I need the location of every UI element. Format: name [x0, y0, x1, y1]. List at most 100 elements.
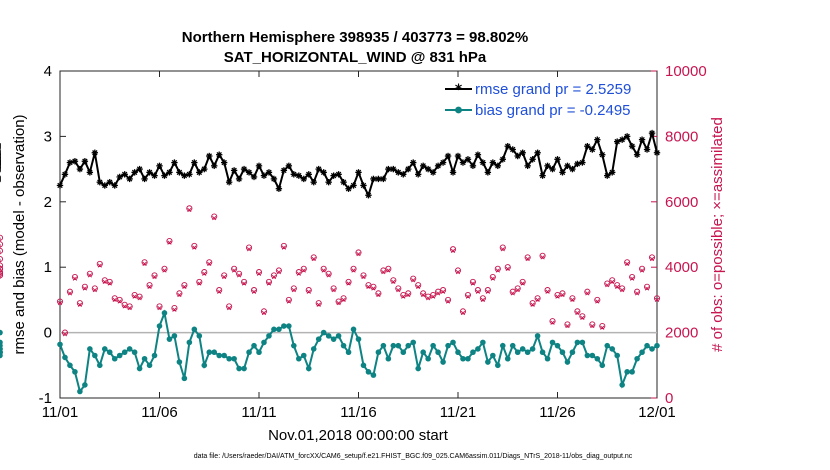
rmse-point — [245, 169, 253, 176]
bias-point — [201, 362, 208, 369]
obs-assimilated-point — [366, 284, 371, 289]
bias-point — [276, 326, 282, 333]
rmse-point — [181, 172, 188, 179]
obs-assimilated-point — [654, 297, 660, 303]
obs-assimilated-point — [246, 247, 252, 252]
bias-point — [62, 354, 68, 361]
bias-point — [435, 349, 441, 356]
obs-possible-point — [430, 291, 437, 299]
obs-possible-point — [474, 287, 481, 294]
bias-point — [425, 355, 431, 362]
obs-assimilated-point — [520, 281, 525, 286]
rmse-point — [186, 171, 193, 178]
obs-possible-point — [166, 237, 173, 245]
right-tick-label: 8000 — [665, 128, 698, 145]
bias-point — [176, 359, 183, 365]
bias-point — [460, 355, 466, 362]
obs-possible-point — [0, 272, 4, 279]
bias-point — [266, 333, 272, 339]
bias-point — [539, 349, 546, 356]
rmse-point — [434, 162, 442, 170]
obs-assimilated-point — [87, 273, 92, 278]
obs-possible-point — [340, 295, 347, 302]
bias-point — [0, 329, 3, 336]
rmse-point — [539, 172, 546, 179]
obs-possible-point — [320, 265, 327, 272]
obs-assimilated-point — [525, 256, 530, 262]
obs-assimilated-point — [232, 268, 237, 273]
bias-point — [440, 359, 446, 365]
bias-point — [72, 369, 78, 375]
bias-point — [151, 352, 158, 359]
rmse-point — [444, 152, 452, 160]
obs-assimilated-point — [625, 261, 630, 267]
bias-point — [450, 339, 456, 346]
obs-assimilated-point — [505, 266, 510, 271]
bias-point — [310, 346, 317, 352]
obs-assimilated-point — [361, 274, 366, 280]
obs-assimilated-point — [455, 269, 461, 275]
obs-possible-point — [161, 265, 168, 272]
obs-possible-point — [56, 298, 64, 305]
right-tick-label: 0 — [665, 390, 673, 407]
rmse-point — [310, 178, 317, 186]
bias-point — [644, 342, 650, 349]
bias-point — [106, 349, 113, 356]
obs-assimilated-point — [122, 304, 127, 309]
bias-point — [445, 342, 451, 349]
rmse-point — [479, 159, 487, 166]
rmse-point — [315, 165, 322, 173]
bias-point — [609, 346, 616, 352]
obs-assimilated-point — [72, 276, 78, 281]
x-tick-label: 11/21 — [440, 404, 476, 421]
obs-possible-point — [116, 296, 123, 303]
rmse-point — [211, 162, 218, 170]
bias-point — [629, 369, 635, 375]
obs-possible-point — [250, 287, 258, 294]
obs-possible-point — [584, 288, 591, 295]
bias-point — [400, 349, 407, 356]
obs-assimilated-point — [311, 256, 316, 262]
bias-point — [634, 355, 640, 362]
obs-assimilated-point — [630, 276, 635, 281]
obs-possible-point — [305, 287, 312, 294]
x-tick-label: 11/11 — [241, 404, 276, 421]
bias-point — [191, 326, 198, 333]
obs-possible-point — [201, 269, 208, 276]
rmse-point — [594, 136, 601, 143]
obs-possible-point — [375, 290, 382, 297]
rmse-point — [136, 165, 143, 173]
obs-assimilated-point — [172, 307, 177, 312]
obs-possible-point — [151, 272, 158, 279]
obs-assimilated-point — [421, 292, 426, 298]
obs-possible-point — [499, 244, 506, 251]
rmse-point — [340, 178, 347, 186]
rmse-point — [609, 169, 616, 176]
rmse-point — [146, 169, 153, 176]
rmse-point — [529, 156, 536, 163]
obs-possible-point — [106, 278, 113, 285]
obs-possible-point — [648, 254, 656, 261]
obs-possible-series — [0, 205, 661, 336]
rmse-point — [300, 175, 307, 183]
bias-point — [315, 336, 322, 342]
rmse-point — [161, 172, 168, 179]
obs-possible-point — [211, 213, 218, 220]
rmse-point — [474, 151, 482, 158]
obs-assimilated-point — [391, 279, 396, 285]
obs-possible-point — [0, 255, 4, 263]
obs-assimilated-point — [371, 286, 376, 291]
obs-assimilated-point — [634, 291, 640, 296]
obs-assimilated-point — [212, 216, 217, 221]
bias-point — [420, 349, 426, 356]
obs-possible-point — [464, 291, 472, 299]
left-tick-label: 2 — [44, 194, 52, 211]
obs-assimilated-point — [291, 287, 296, 293]
obs-possible-point — [310, 254, 317, 261]
rmse-point — [156, 162, 163, 170]
bias-point — [256, 349, 262, 356]
rmse-point — [360, 182, 367, 189]
obs-assimilated-point — [550, 320, 555, 325]
obs-possible-point — [489, 273, 496, 281]
obs-assimilated-point — [615, 284, 620, 289]
